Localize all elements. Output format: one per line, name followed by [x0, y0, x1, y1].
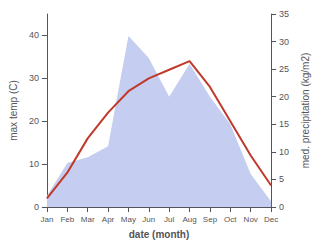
svg-text:Aug: Aug — [182, 215, 196, 224]
svg-text:15: 15 — [279, 119, 289, 129]
svg-text:Oct: Oct — [224, 215, 237, 224]
svg-text:Nov: Nov — [244, 215, 258, 224]
svg-text:May: May — [121, 215, 136, 224]
svg-text:Apr: Apr — [102, 215, 115, 224]
svg-text:5: 5 — [279, 174, 284, 184]
svg-text:20: 20 — [29, 116, 39, 126]
svg-text:Feb: Feb — [60, 215, 74, 224]
svg-text:0: 0 — [279, 202, 284, 212]
svg-text:med. precipitation (kg/m2): med. precipitation (kg/m2) — [300, 53, 311, 169]
svg-text:Jun: Jun — [142, 215, 155, 224]
svg-text:max temp (C): max temp (C) — [8, 80, 19, 141]
svg-text:25: 25 — [279, 64, 289, 74]
svg-text:30: 30 — [279, 37, 289, 47]
svg-text:date (month): date (month) — [129, 229, 190, 240]
svg-text:20: 20 — [279, 92, 289, 102]
svg-text:Jan: Jan — [40, 215, 53, 224]
svg-text:10: 10 — [279, 147, 289, 157]
svg-text:Mar: Mar — [81, 215, 95, 224]
svg-text:Jul: Jul — [164, 215, 174, 224]
svg-text:Sep: Sep — [203, 215, 218, 224]
svg-text:35: 35 — [279, 9, 289, 19]
svg-text:30: 30 — [29, 73, 39, 83]
svg-text:0: 0 — [34, 202, 39, 212]
svg-text:10: 10 — [29, 159, 39, 169]
svg-text:Dec: Dec — [264, 215, 278, 224]
svg-text:40: 40 — [29, 30, 39, 40]
